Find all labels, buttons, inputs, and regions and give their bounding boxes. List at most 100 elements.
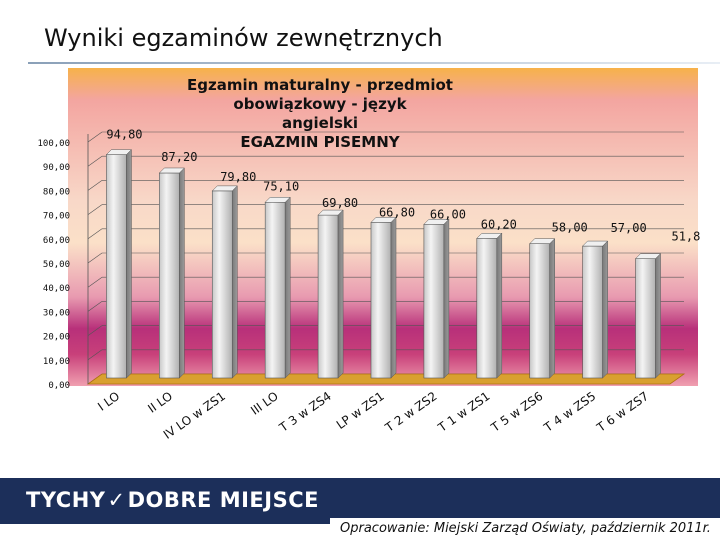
bar-chart: 0,00 10,00 20,00 30,00 40,00 50,00 60,00 70,00 8… [37,68,708,442]
x-category-label: T 1 w ZS1 [435,389,493,435]
bar-top [370,217,397,223]
chart-title-line: angielski [281,114,359,132]
bar-group [105,148,662,379]
chart-title-line: Egzamin maturalny - przedmiot obowiązkow… [187,76,453,113]
bar-side [179,167,185,379]
value-label: 57,00 [611,221,647,235]
x-category-label: LP w ZS1 [334,389,387,432]
y-tick-label: 10,00 [43,357,70,367]
x-category-label: T 2 w ZS2 [382,389,440,435]
bar-front [159,172,180,379]
grid-line-depth [87,155,103,167]
bar [423,218,450,379]
city-logo: TYCHY✓DOBRE MIEJSCE [26,488,319,512]
value-label: 87,20 [161,150,197,164]
grid-line-depth [87,228,103,240]
title-divider [28,62,720,64]
bar-side [232,185,238,379]
value-label: 58,00 [552,221,588,235]
chart-area: 0,00 10,00 20,00 30,00 40,00 50,00 60,00 70,00 8… [18,66,708,464]
bar-front [317,214,339,379]
value-label: 69,80 [322,196,358,210]
y-tick-label: 80,00 [43,187,70,197]
grid-line-depth [87,349,103,361]
y-tick-label: 40,00 [43,284,70,294]
bar-top [264,197,291,203]
bar [529,238,556,379]
value-label: 79,80 [220,170,256,184]
value-label: 60,20 [481,217,517,231]
bar-front [635,258,656,379]
bar [211,185,238,379]
bar-front [582,245,603,379]
bar-side [496,232,503,379]
bar-front [264,201,286,379]
bar-top [317,209,344,216]
bar [476,232,503,379]
bar [634,253,662,379]
y-tick-label: 90,00 [43,163,70,173]
grid-line-depth [87,301,103,312]
chart-title: Egzamin maturalny - przedmiot obowiązkow… [140,76,500,152]
x-category-label: T 3 w ZS4 [276,389,334,435]
grid-line-depth [87,276,103,288]
slide-title: Wyniki egzaminów zewnętrznych [44,24,443,52]
grid-line-depth [87,180,103,191]
bar-top [423,219,450,225]
bar-front [211,190,233,379]
value-label: 51,80 [671,230,700,244]
x-category-label: I LO [95,389,122,414]
y-tick-label: 70,00 [43,212,70,222]
y-tick-label: 30,00 [43,308,70,318]
logo-text-left: TYCHY [26,488,106,512]
checkmark-icon: ✓ [107,488,126,512]
bar [370,216,397,379]
bar-top [634,253,662,259]
grid-line-depth [87,204,103,215]
bar-side [390,216,397,379]
bar [582,240,609,379]
bar [158,167,185,379]
x-category-label: T 5 w ZS6 [488,389,546,435]
bar-side [655,253,661,379]
bar-top [211,185,238,192]
value-label: 94,80 [106,128,142,142]
value-label: 66,00 [430,207,466,221]
x-category-label: T 4 w ZS5 [541,389,599,435]
x-category-label: II LO [145,389,175,416]
bar-top [158,167,185,174]
y-tick-label: 50,00 [43,260,70,270]
y-tick-label: 60,00 [43,236,70,246]
source-note: Opracowanie: Miejski Zarząd Oświaty, paź… [330,518,720,540]
bar-top [476,233,503,239]
bar-side [549,238,555,379]
bar-side [337,209,344,379]
value-label: 75,10 [263,179,299,193]
bar-front [476,238,498,379]
chart-title-line: EGAZMIN PISEMNY [240,133,400,151]
y-tick-label: 100,00 [37,139,70,149]
bar-front [106,154,127,379]
bar-side [443,218,450,379]
bar-side [126,148,132,379]
bar [264,196,291,379]
bar-side [284,196,291,379]
bar-top [529,238,556,244]
bar-front [370,222,392,379]
x-category-label: T 6 w ZS7 [594,389,652,435]
bar-front [423,223,445,379]
grid-line-depth [87,131,103,143]
footer-bar [0,478,720,524]
grid-line-depth [87,325,103,336]
y-tick-label: 0,00 [48,381,70,391]
bar-top [582,240,609,247]
logo-text-right: DOBRE MIEJSCE [127,488,319,512]
value-label: 66,80 [379,205,415,219]
bar [317,209,344,379]
bar-side [602,240,608,379]
bar-top [105,149,133,155]
bar [105,148,133,379]
bar-front [529,243,551,379]
x-category-label: III LO [248,389,281,418]
grid-line-depth [87,252,103,264]
